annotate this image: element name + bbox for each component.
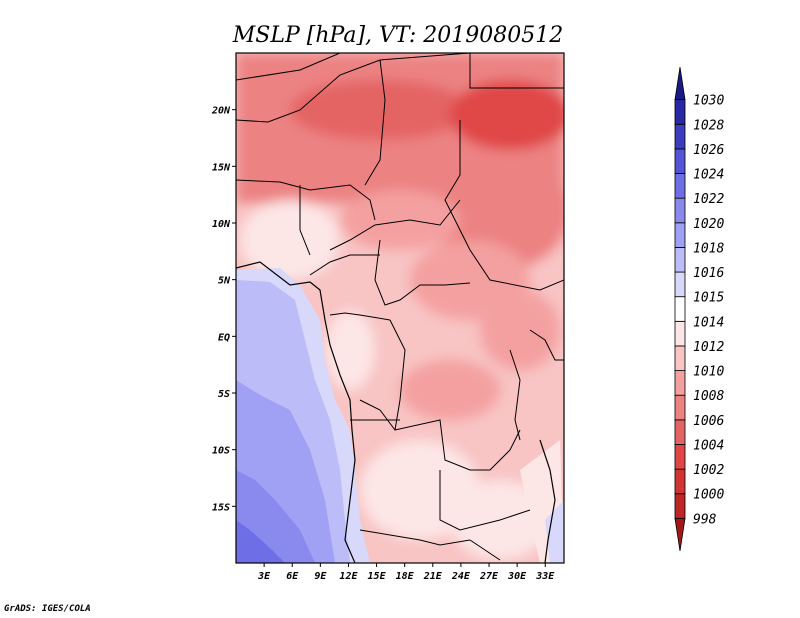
- colorbar-segment: [674, 271, 686, 298]
- y-tick-label: 20N: [211, 106, 231, 117]
- x-tick-label: 33E: [535, 571, 555, 582]
- map-frame: [235, 52, 565, 564]
- x-tick-label: 21E: [423, 571, 443, 582]
- colorbar-segment: [674, 66, 686, 101]
- colorbar-segment: [674, 123, 686, 150]
- x-tick-label: 15E: [368, 571, 387, 582]
- colorbar-segment: [674, 345, 686, 371]
- colorbar-label: 1008: [693, 389, 724, 404]
- colorbar-segment: [674, 148, 686, 174]
- colorbar-label: 1028: [693, 118, 724, 133]
- colorbar-segment: [674, 222, 686, 248]
- x-tick-label: 3E: [257, 571, 271, 582]
- y-axis: 20N 15N 10N 5N EQ 5S 10S 15S: [211, 106, 236, 513]
- colorbar-label: 1016: [693, 266, 724, 281]
- y-tick-label: 15S: [212, 502, 230, 513]
- colorbar-label: 1012: [693, 340, 724, 355]
- x-axis: 3E 6E 9E 12E 15E 18E 21E 24E 27E 30E 33E: [257, 563, 555, 582]
- colorbar-segment: [674, 247, 686, 273]
- colorbar-label: 1022: [693, 192, 724, 207]
- colorbar-label: 1006: [693, 414, 724, 429]
- colorbar-label: 1010: [693, 365, 724, 380]
- colorbar-label: 1024: [693, 168, 724, 183]
- y-tick-label: 5N: [218, 276, 231, 287]
- colorbar-label: 1018: [693, 241, 724, 256]
- colorbar-segment: [674, 444, 686, 470]
- y-tick-label: 15N: [212, 162, 231, 173]
- x-tick-label: 6E: [286, 571, 299, 582]
- colorbar-label: 1004: [693, 438, 724, 453]
- colorbar-label: 1015: [693, 291, 724, 306]
- colorbar-label: 998: [693, 512, 717, 527]
- x-tick-label: 24E: [451, 571, 471, 582]
- x-tick-label: 12E: [339, 571, 358, 582]
- colorbar-segment: [674, 493, 686, 519]
- chart-title: MSLP [hPa], VT: 2019080512: [232, 23, 563, 48]
- x-tick-label: 18E: [396, 571, 415, 582]
- x-tick-label: 27E: [479, 571, 499, 582]
- y-tick-label: 10S: [212, 446, 230, 457]
- colorbar-segment: [674, 197, 686, 224]
- y-tick-label: 10N: [212, 219, 231, 230]
- colorbar-label: 1026: [693, 143, 724, 158]
- colorbar-segment: [674, 99, 686, 125]
- colorbar-segment: [674, 394, 686, 421]
- x-tick-label: 9E: [314, 571, 327, 582]
- colorbar-segment: [674, 173, 686, 199]
- colorbar-segment: [674, 517, 686, 552]
- colorbar-label: 1000: [693, 488, 724, 503]
- y-tick-label: EQ: [218, 332, 230, 343]
- colorbar-segment: [674, 419, 686, 445]
- colorbar-segment: [674, 370, 686, 396]
- y-tick-label: 5S: [218, 389, 230, 400]
- colorbar-segment: [674, 296, 686, 322]
- pressure-field: [236, 53, 564, 563]
- colorbar-segment: [674, 468, 686, 495]
- country-borders: [236, 53, 564, 563]
- colorbar-label: 1030: [693, 94, 724, 109]
- x-tick-label: 30E: [507, 571, 527, 582]
- colorbar-segment: [674, 320, 686, 347]
- colorbar-label: 1014: [693, 315, 724, 330]
- colorbar: 998 1000 1002 1004 1006 1008 1010 1012 1014 1015 1…: [674, 66, 724, 552]
- colorbar-label: 1020: [693, 217, 724, 232]
- colorbar-label: 1002: [693, 463, 724, 478]
- grads-credit: GrADS: IGES/COLA: [4, 604, 91, 614]
